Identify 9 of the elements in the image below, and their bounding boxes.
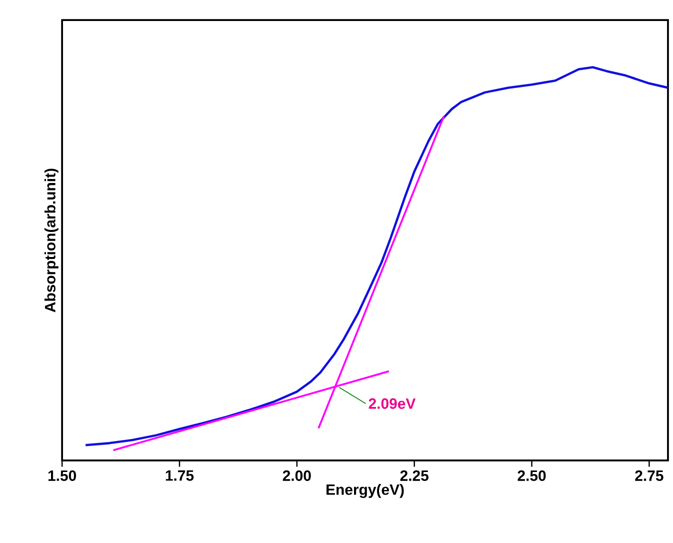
x-tick-label: 2.75 [635, 470, 664, 481]
x-axis-title: Energy(eV) [326, 484, 404, 498]
y-axis-title: Absorption(arb.unit) [44, 168, 58, 312]
annotation: 2.09eV [368, 398, 416, 409]
x-tick-label: 1.50 [48, 470, 76, 481]
x-tick-label: 2.50 [518, 470, 546, 481]
x-tick-label: 2.00 [282, 470, 311, 481]
x-tick-label: 1.75 [166, 470, 194, 481]
x-tick-label: 2.25 [400, 470, 428, 481]
